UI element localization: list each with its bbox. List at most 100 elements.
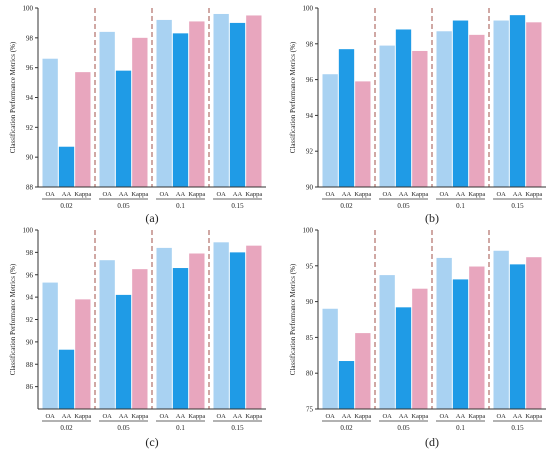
x-tick-label: Kappa: [74, 191, 91, 198]
x-tick-label: Kappa: [245, 413, 262, 420]
y-tick-label: 96: [26, 271, 34, 279]
bar-aa-0.15: [509, 264, 526, 409]
panel-a: 88 90 92 94 96 98 100 Classification Performanc…: [9, 5, 266, 225]
bar-oa-0.15: [213, 13, 229, 188]
x-tick-label: Kappa: [411, 413, 428, 420]
y-tick-label: 75: [306, 406, 314, 414]
bar-kappa-0.1: [469, 266, 485, 409]
bar-aa-0.02: [58, 349, 75, 409]
y-tick-label: 100: [303, 227, 314, 235]
x-tick-label: Kappa: [74, 413, 91, 420]
bar-oa-0.05: [99, 31, 115, 187]
group-label: 0.15: [231, 424, 244, 432]
x-tick-label: OA: [325, 413, 335, 420]
panel-label: (d): [425, 435, 439, 449]
bar-oa-0.1: [436, 257, 452, 409]
x-tick-label: OA: [159, 413, 169, 420]
group-label: 0.05: [117, 424, 130, 432]
group-label: 0.05: [117, 202, 130, 210]
bar-oa-0.05: [379, 45, 395, 188]
group-label: 0.02: [340, 424, 353, 432]
bar-kappa-0.15: [246, 15, 262, 188]
bar-oa-0.02: [322, 74, 338, 187]
x-tick-label: Kappa: [411, 191, 428, 198]
bar-oa-0.15: [493, 250, 509, 409]
x-tick-label: AA: [342, 191, 352, 198]
x-tick-label: OA: [439, 413, 449, 420]
bar-oa-0.15: [493, 20, 509, 188]
y-axis-title: Classification Performance Metrics (%): [289, 263, 297, 375]
bar-oa-0.02: [42, 58, 58, 187]
x-tick-label: OA: [45, 191, 55, 198]
y-tick-label: 90: [26, 154, 34, 162]
bar-oa-0.15: [213, 242, 229, 409]
x-tick-label: Kappa: [354, 413, 371, 420]
bar-kappa-0.02: [355, 333, 371, 409]
bar-oa-0.1: [156, 247, 172, 409]
y-tick-label: 94: [26, 294, 34, 302]
x-tick-label: Kappa: [525, 191, 542, 198]
y-tick-label: 96: [306, 76, 314, 84]
bar-aa-0.1: [452, 20, 469, 188]
x-tick-label: AA: [233, 413, 243, 420]
bar-aa-0.05: [395, 307, 412, 409]
bar-kappa-0.05: [412, 288, 428, 409]
bar-kappa-0.15: [246, 245, 262, 409]
bar-kappa-0.05: [412, 50, 428, 188]
y-tick-label: 98: [26, 34, 34, 42]
x-tick-label: OA: [325, 191, 335, 198]
y-tick-label: 95: [306, 262, 314, 270]
group-label: 0.1: [456, 202, 465, 210]
bar-aa-0.15: [509, 15, 526, 187]
y-tick-label: 85: [306, 334, 314, 342]
bar-aa-0.1: [172, 268, 189, 409]
x-tick-label: AA: [233, 191, 243, 198]
x-tick-label: AA: [119, 191, 129, 198]
group-label: 0.02: [340, 202, 353, 210]
y-axis-title: Classification Performance Metrics (%): [9, 41, 17, 153]
x-tick-label: OA: [496, 191, 506, 198]
bar-aa-0.1: [172, 33, 189, 187]
bar-kappa-0.1: [469, 34, 485, 187]
group-label: 0.05: [397, 202, 410, 210]
group-label: 0.1: [176, 424, 185, 432]
panel-b: 90 92 94 96 98 100 Classification Performance …: [289, 5, 546, 225]
x-tick-label: AA: [176, 191, 186, 198]
x-tick-label: OA: [216, 413, 226, 420]
bar-aa-0.15: [229, 252, 246, 409]
y-tick-label: 98: [306, 40, 314, 48]
y-tick-label: 90: [306, 298, 314, 306]
x-tick-label: Kappa: [188, 413, 205, 420]
bar-kappa-0.02: [355, 81, 371, 187]
x-tick-label: OA: [382, 413, 392, 420]
x-tick-label: Kappa: [245, 191, 262, 198]
x-tick-label: Kappa: [525, 413, 542, 420]
x-tick-label: Kappa: [188, 191, 205, 198]
x-tick-label: Kappa: [131, 413, 148, 420]
group-label: 0.1: [176, 202, 185, 210]
bar-aa-0.05: [395, 29, 412, 188]
x-tick-label: AA: [399, 191, 409, 198]
bar-kappa-0.02: [75, 299, 91, 409]
bar-kappa-0.02: [75, 72, 91, 187]
bar-oa-0.1: [436, 31, 452, 187]
x-tick-label: OA: [382, 191, 392, 198]
y-tick-label: 100: [303, 5, 314, 13]
group-label: 0.02: [60, 424, 73, 432]
x-tick-label: AA: [456, 413, 466, 420]
bar-oa-0.05: [99, 260, 115, 409]
y-tick-label: 92: [26, 124, 34, 132]
bar-kappa-0.1: [189, 253, 205, 409]
x-tick-label: AA: [342, 413, 352, 420]
x-tick-label: Kappa: [468, 413, 485, 420]
y-tick-label: 96: [26, 64, 34, 72]
group-label: 0.15: [511, 424, 524, 432]
panel-d: 75 80 85 90 95 100 Classification Performance …: [289, 227, 546, 449]
bar-oa-0.1: [156, 19, 172, 187]
bar-oa-0.02: [322, 308, 338, 409]
bar-kappa-0.05: [132, 269, 148, 409]
y-tick-label: 100: [23, 5, 34, 13]
x-tick-label: AA: [62, 413, 72, 420]
x-tick-label: Kappa: [354, 191, 371, 198]
bar-kappa-0.1: [189, 21, 205, 187]
